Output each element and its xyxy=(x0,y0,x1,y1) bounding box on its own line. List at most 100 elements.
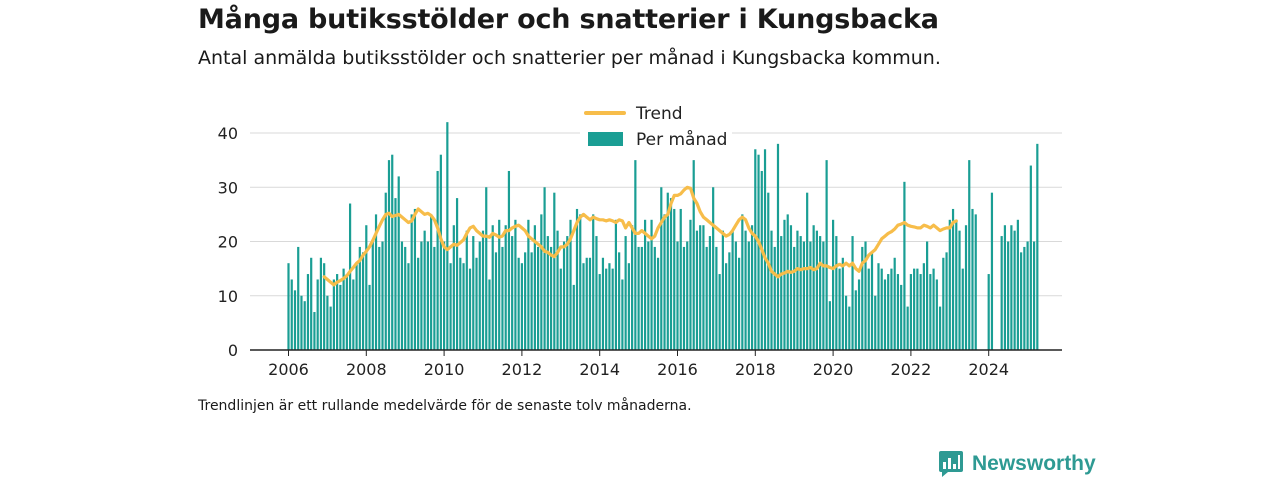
bar xyxy=(332,279,335,350)
bar xyxy=(400,241,404,350)
bar xyxy=(922,263,925,350)
bar xyxy=(744,230,747,350)
bar xyxy=(562,241,566,350)
bar xyxy=(763,149,767,350)
x-tick-label: 2014 xyxy=(579,360,620,379)
x-tick-label: 2016 xyxy=(657,360,698,379)
bar xyxy=(799,236,802,350)
brand-name: Newsworthy xyxy=(972,452,1096,475)
bar xyxy=(537,246,540,350)
bar xyxy=(339,284,342,350)
bar xyxy=(614,219,618,350)
bar xyxy=(686,241,689,350)
bar xyxy=(958,230,961,350)
bar xyxy=(310,257,313,350)
bar xyxy=(566,236,569,350)
bar xyxy=(793,246,796,350)
y-tick-label: 0 xyxy=(228,341,238,360)
bar xyxy=(812,225,815,350)
bar xyxy=(397,176,400,350)
bar xyxy=(618,252,621,350)
bar xyxy=(815,230,818,350)
bar xyxy=(559,268,562,350)
bar xyxy=(699,225,702,350)
y-tick-label: 10 xyxy=(218,287,238,306)
bar xyxy=(961,268,964,350)
bar xyxy=(452,225,455,350)
bar xyxy=(718,274,721,350)
bar xyxy=(524,252,527,350)
bar xyxy=(676,241,679,350)
bar xyxy=(611,268,614,350)
bar xyxy=(329,306,332,350)
bar xyxy=(689,219,692,350)
bar xyxy=(481,230,485,350)
legend-trend-label: Trend xyxy=(635,104,683,124)
bar xyxy=(306,274,310,350)
bar xyxy=(316,279,319,350)
bar xyxy=(446,122,449,351)
bar xyxy=(935,279,938,350)
bar xyxy=(877,263,880,350)
bar xyxy=(848,306,851,350)
bar xyxy=(796,230,799,350)
bar xyxy=(631,225,634,350)
bar xyxy=(468,268,472,350)
bar xyxy=(426,241,429,350)
bar xyxy=(287,263,290,350)
bar xyxy=(520,263,523,350)
bar xyxy=(595,236,598,350)
bar xyxy=(352,279,355,350)
bar xyxy=(838,268,841,350)
bar xyxy=(439,154,442,350)
bar xyxy=(867,268,870,350)
bar xyxy=(533,225,536,350)
newsworthy-logo[interactable]: Newsworthy xyxy=(938,450,1096,478)
y-axis-ticks: 0 10 20 30 40 xyxy=(218,124,238,360)
bar xyxy=(608,263,611,350)
bar xyxy=(695,230,699,350)
bar xyxy=(1036,143,1039,350)
bar xyxy=(715,246,718,350)
bar xyxy=(430,214,433,350)
bar xyxy=(640,246,643,350)
bar xyxy=(572,284,575,350)
y-tick-label: 40 xyxy=(218,124,238,143)
bar xyxy=(776,143,780,350)
bar xyxy=(725,263,728,350)
chart-title: Många butiksstölder och snatterier i Kun… xyxy=(198,4,939,35)
bar xyxy=(900,284,903,350)
bar xyxy=(313,312,316,350)
bar xyxy=(1032,241,1036,350)
x-tick-label: 2020 xyxy=(813,360,854,379)
bar xyxy=(971,208,974,350)
x-tick-label: 2024 xyxy=(968,360,1009,379)
bar xyxy=(303,301,306,350)
bar xyxy=(903,181,906,350)
bar xyxy=(410,214,413,350)
bar xyxy=(679,208,682,350)
bar xyxy=(478,241,481,350)
bar xyxy=(436,170,439,350)
bar xyxy=(883,279,887,350)
bar xyxy=(647,241,650,350)
legend-bars-label: Per månad xyxy=(636,129,727,150)
bar xyxy=(553,192,556,350)
bar xyxy=(789,225,793,350)
bar xyxy=(404,246,407,350)
bar xyxy=(378,246,381,350)
bar xyxy=(737,257,741,350)
bar xyxy=(741,214,744,350)
bar xyxy=(770,230,773,350)
bar xyxy=(297,246,300,350)
x-tick-label: 2008 xyxy=(346,360,387,379)
bar xyxy=(592,214,595,350)
bar xyxy=(825,160,828,350)
bar xyxy=(588,257,592,350)
bar xyxy=(472,236,475,350)
bar xyxy=(381,241,384,350)
bar xyxy=(365,225,368,350)
chart-subtitle: Antal anmälda butiksstölder och snatteri… xyxy=(198,47,941,69)
bar xyxy=(391,154,394,350)
